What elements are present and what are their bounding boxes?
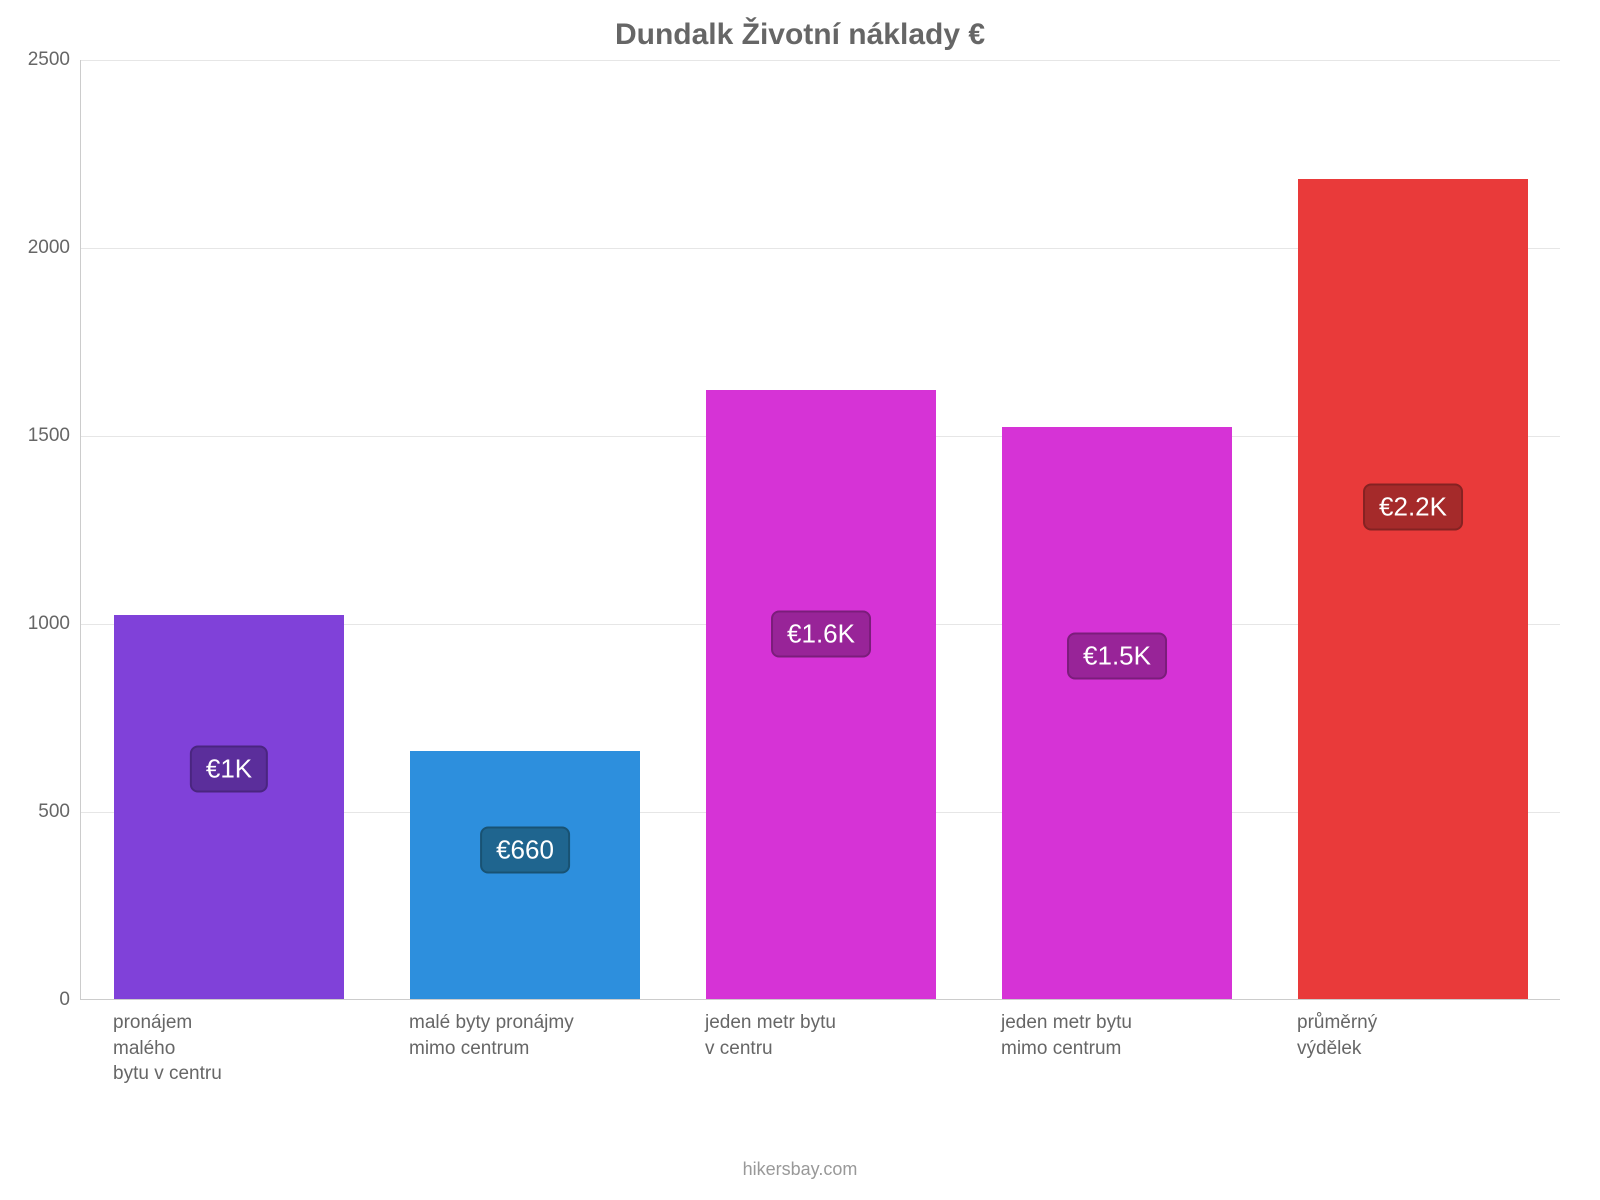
footer-credit: hikersbay.com [0, 1159, 1600, 1180]
bar-2: €1.6K [706, 390, 936, 999]
ytick-2: 1000 [10, 613, 70, 635]
bar-value-badge-2: €1.6K [771, 610, 871, 657]
xtick-3: jeden metr bytumimo centrum [1001, 1010, 1132, 1061]
ytick-3: 1500 [10, 425, 70, 447]
bar-value-badge-1: €660 [480, 827, 570, 874]
xtick-0: pronájemmaléhobytu v centru [113, 1010, 222, 1087]
bar-1: €660 [410, 751, 640, 999]
xtick-2: jeden metr bytuv centru [705, 1010, 836, 1061]
bar-0: €1K [114, 615, 344, 999]
ytick-4: 2000 [10, 237, 70, 259]
ytick-0: 0 [10, 989, 70, 1011]
ytick-1: 500 [10, 801, 70, 823]
bar-3: €1.5K [1002, 427, 1232, 999]
bar-value-badge-0: €1K [190, 745, 268, 792]
bar-value-badge-3: €1.5K [1067, 633, 1167, 680]
bar-4: €2.2K [1298, 179, 1528, 999]
cost-of-living-chart: Dundalk Životní náklady € 0 500 1000 150… [0, 0, 1600, 1200]
ytick-5: 2500 [10, 49, 70, 71]
plot-area: €1K €660 €1.6K €1.5K €2.2K [80, 60, 1560, 1000]
xtick-4: průměrnývýdělek [1297, 1010, 1377, 1061]
bar-value-badge-4: €2.2K [1363, 484, 1463, 531]
xtick-1: malé byty pronájmymimo centrum [409, 1010, 574, 1061]
chart-title: Dundalk Životní náklady € [0, 18, 1600, 52]
